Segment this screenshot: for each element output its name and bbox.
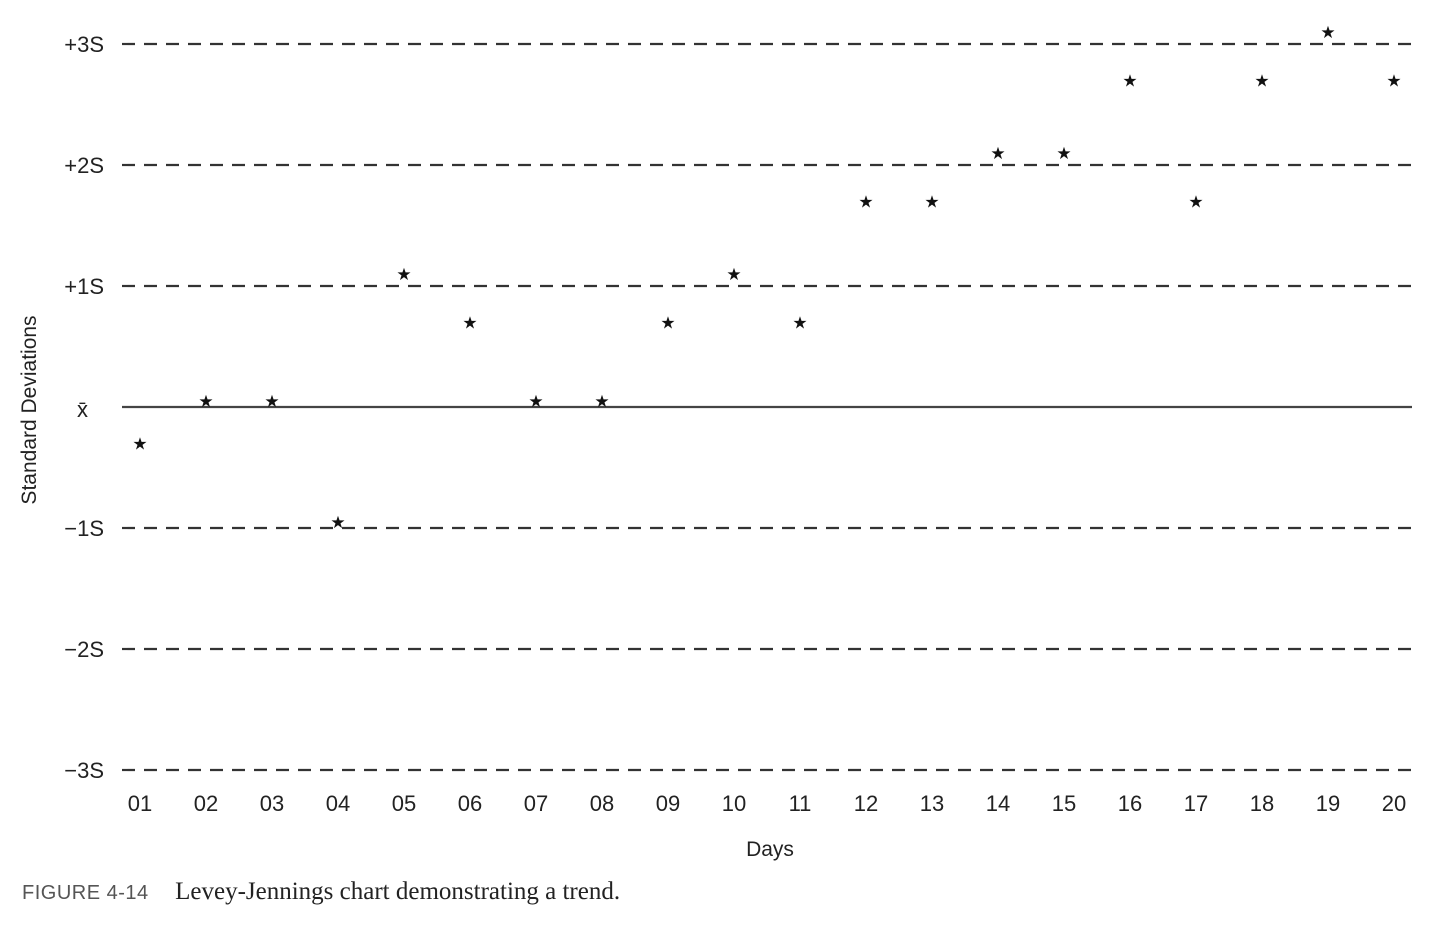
y-tick-label-plus2s: +2S [64,153,104,178]
reference-lines [122,42,1412,772]
y-tick-labels: +3S +2S +1S x̄ −1S −2S −3S [64,32,104,783]
y-tick-label-minus2s: −2S [64,637,104,662]
y-tick-label-mean: x̄ [77,397,88,422]
x-tick-label: 03 [260,791,284,816]
y-tick-label-plus3s: +3S [64,32,104,57]
y-tick-label-plus1s: +1S [64,274,104,299]
data-point: ★ [594,392,609,412]
x-tick-label: 18 [1250,791,1274,816]
data-point: ★ [1254,71,1269,91]
x-tick-label: 17 [1184,791,1208,816]
data-point: ★ [198,392,213,412]
x-tick-label: 15 [1052,791,1076,816]
data-point: ★ [1320,23,1335,43]
data-point: ★ [132,434,147,454]
data-point: ★ [924,192,939,212]
figure-caption-label: FIGURE 4-14 [22,882,149,904]
levey-jennings-chart: +3S +2S +1S x̄ −1S −2S −3S 01 02 03 04 05 06 07 08 09 1… [18,23,1412,861]
x-tick-label: 06 [458,791,482,816]
x-tick-label: 14 [986,791,1010,816]
x-tick-label: 20 [1382,791,1406,816]
data-point: ★ [330,513,345,533]
data-point: ★ [1386,71,1401,91]
data-points: ★ ★ ★ ★ ★ ★ ★ ★ ★ ★ ★ ★ ★ ★ ★ ★ ★ ★ ★ ★ [132,23,1401,533]
figure-caption-text: Levey-Jennings chart demonstrating a tre… [175,878,621,905]
x-tick-label: 12 [854,791,878,816]
x-tick-label: 05 [392,791,416,816]
data-point: ★ [1056,144,1071,164]
data-point: ★ [792,313,807,333]
x-tick-label: 10 [722,791,746,816]
x-tick-label: 04 [326,791,350,816]
x-tick-label: 08 [590,791,614,816]
x-tick-label: 09 [656,791,680,816]
data-point: ★ [1188,192,1203,212]
x-tick-label: 07 [524,791,548,816]
x-tick-label: 11 [789,791,812,816]
x-tick-label: 01 [128,791,152,816]
data-point: ★ [462,313,477,333]
y-tick-label-minus3s: −3S [64,758,104,783]
x-tick-label: 13 [920,791,944,816]
data-point: ★ [660,313,675,333]
y-axis-title: Standard Deviations [18,315,41,504]
x-tick-labels: 01 02 03 04 05 06 07 08 09 10 11 12 13 14 15 16 17 18 19 20 [128,791,1406,816]
data-point: ★ [264,392,279,412]
data-point: ★ [528,392,543,412]
figure-caption: FIGURE 4-14 Levey-Jennings chart demonst… [22,878,620,906]
x-tick-label: 19 [1316,791,1340,816]
x-axis-title: Days [746,838,794,861]
data-point: ★ [726,265,741,285]
data-point: ★ [858,192,873,212]
data-point: ★ [990,144,1005,164]
x-tick-label: 02 [194,791,218,816]
y-tick-label-minus1s: −1S [64,516,104,541]
data-point: ★ [1122,71,1137,91]
data-point: ★ [396,265,411,285]
x-tick-label: 16 [1118,791,1142,816]
